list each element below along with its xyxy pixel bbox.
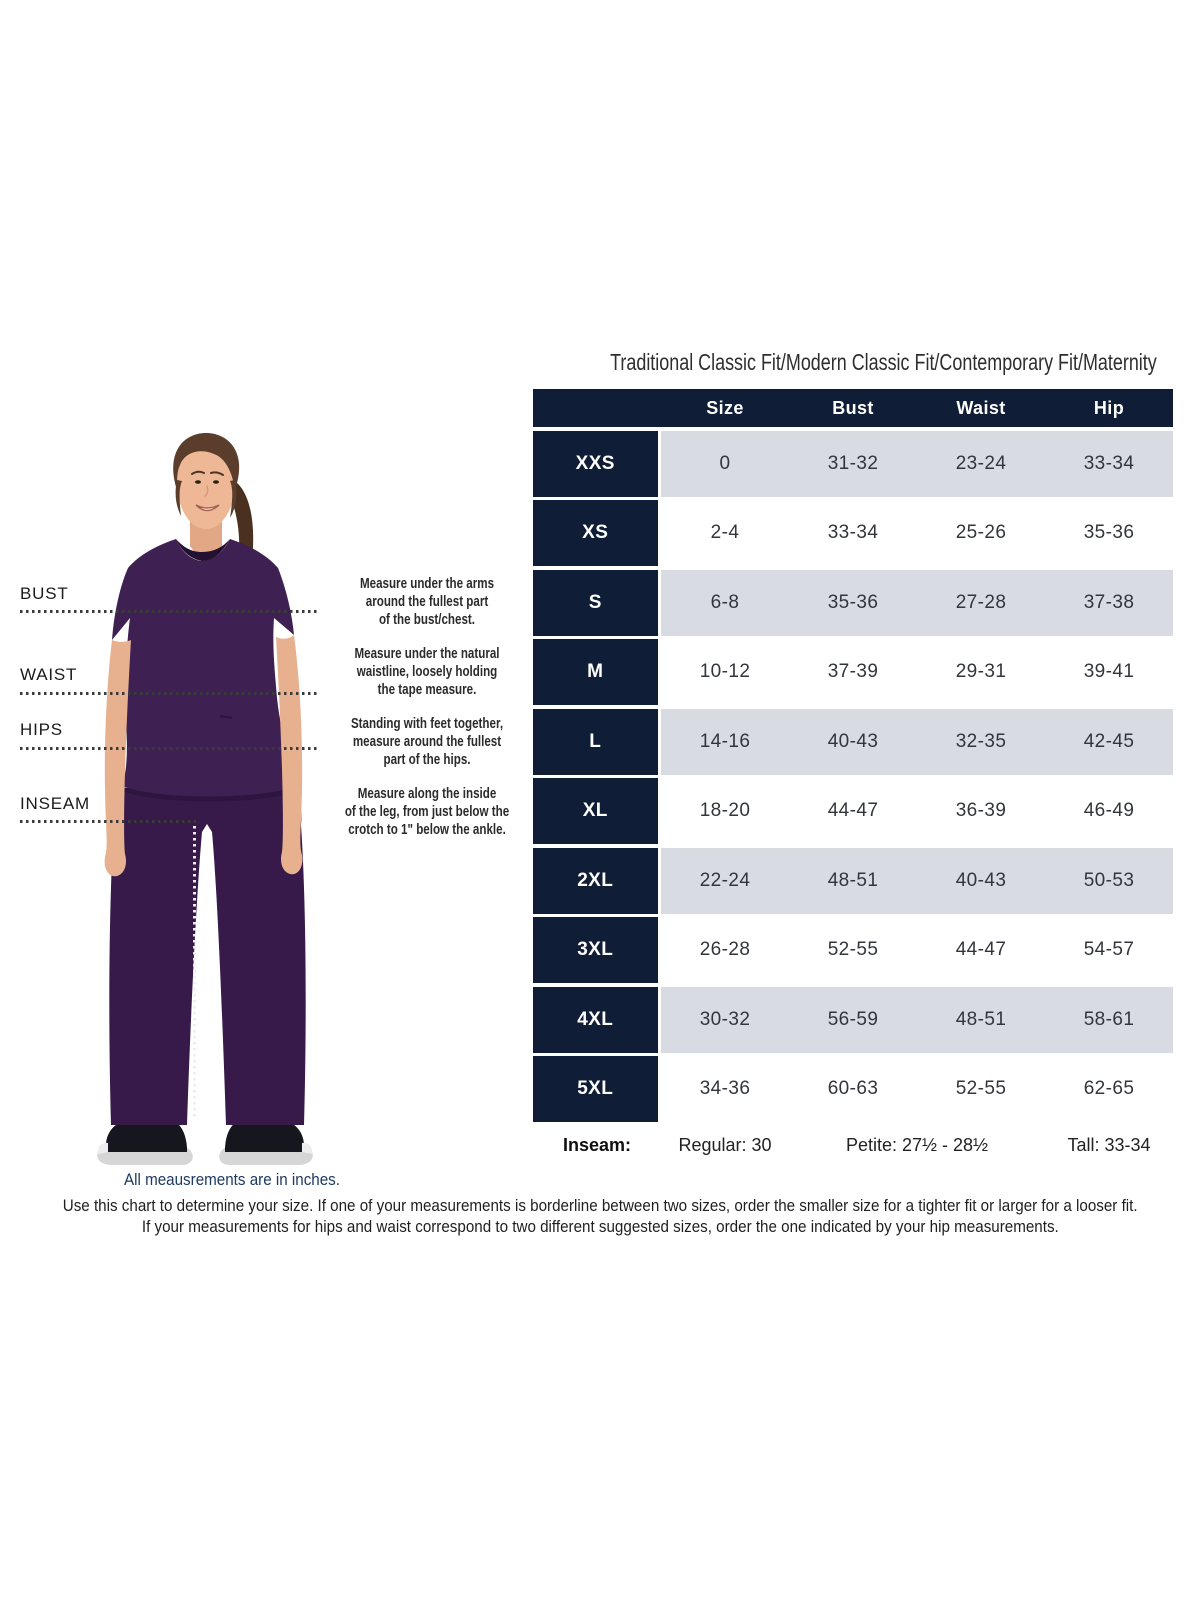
table-row-5xl: 5XL 34-36 60-63 52-55 62-65	[533, 1056, 1173, 1122]
size-range-cell: 22-24	[699, 869, 751, 891]
measure-line-bust	[20, 610, 320, 613]
size-range-cell: 10-12	[699, 661, 751, 682]
sneakers	[97, 1118, 313, 1165]
hip-cell: 46-49	[1083, 800, 1135, 821]
measure-line-inseam	[20, 820, 196, 823]
size-label-cell: M	[533, 639, 658, 705]
model-illustration	[97, 433, 313, 1165]
size-label-cell: 2XL	[533, 847, 658, 914]
size-label-cell: 3XL	[533, 917, 658, 983]
size-label-cell: XXS	[533, 430, 658, 497]
waist-cell: 23-24	[955, 452, 1007, 474]
measure-instruction-inseam: Measure along the inside of the leg, fro…	[344, 786, 510, 838]
measure-label-inseam: INSEAM	[20, 794, 90, 813]
size-label-cell: XL	[533, 778, 658, 844]
model-figure	[50, 428, 370, 1168]
waist-cell: 40-43	[955, 869, 1007, 891]
header-cell-hip: Hip	[1093, 397, 1125, 418]
size-label-cell: 5XL	[533, 1056, 658, 1122]
neckline-shadow	[176, 539, 230, 561]
inseam-tall: Tall: 33-34	[1067, 1135, 1151, 1155]
hip-cell: 62-65	[1083, 1078, 1135, 1099]
waist-cell: 29-31	[955, 661, 1007, 682]
size-table-header: Size Bust Waist Hip	[533, 389, 1173, 427]
note-line-1: Use this chart to determine your size. I…	[62, 1197, 1138, 1215]
size-label-cell: S	[533, 569, 658, 636]
inseam-row: Inseam: Regular: 30 Petite: 27½ - 28½ Ta…	[533, 1126, 1173, 1166]
measure-instruction-waist: Measure under the natural waistline, loo…	[354, 646, 500, 698]
size-label-cell: XS	[533, 500, 658, 566]
waist-cell: 32-35	[955, 730, 1007, 752]
hip-cell: 54-57	[1083, 939, 1135, 960]
hip-cell: 35-36	[1083, 522, 1135, 543]
bust-cell: 60-63	[827, 1078, 879, 1099]
bust-cell: 52-55	[827, 939, 879, 960]
waist-cell: 27-28	[955, 591, 1007, 613]
table-row-xxs: XXS 0 31-32 23-24 33-34	[533, 430, 1173, 497]
bust-cell: 56-59	[827, 1008, 879, 1030]
inseam-petite: Petite: 27½ - 28½	[845, 1135, 989, 1155]
waist-cell: 36-39	[955, 800, 1007, 821]
bust-cell: 31-32	[827, 452, 879, 474]
header-cell-bust: Bust	[832, 397, 874, 418]
head	[177, 437, 235, 529]
measurements-caption: All meausrements are in inches.	[124, 1171, 340, 1189]
size-chart-title: Traditional Classic Fit/Modern Classic F…	[610, 349, 1157, 375]
table-row-4xl: 4XL 30-32 56-59 48-51 58-61	[533, 986, 1173, 1053]
table-row-l: L 14-16 40-43 32-35 42-45	[533, 708, 1173, 775]
size-range-cell: 26-28	[699, 939, 751, 960]
size-range-cell: 18-20	[699, 800, 751, 821]
measure-label-waist: WAIST	[20, 665, 78, 684]
note-line-2: If your measurements for hips and waist …	[141, 1218, 1059, 1236]
hip-cell: 50-53	[1083, 869, 1135, 891]
inseam-vertical-line	[193, 826, 196, 1120]
size-range-cell: 14-16	[699, 730, 751, 752]
inseam-label: Inseam:	[562, 1135, 632, 1155]
bust-cell: 48-51	[827, 869, 879, 891]
table-row-2xl: 2XL 22-24 48-51 40-43 50-53	[533, 847, 1173, 914]
hip-cell: 58-61	[1083, 1008, 1135, 1030]
size-range-cell: 30-32	[699, 1008, 751, 1030]
bust-cell: 44-47	[827, 800, 879, 821]
measure-label-hips: HIPS	[20, 720, 63, 739]
size-table: Size Bust Waist Hip XXS 0 31-32 23-24 33…	[533, 389, 1173, 1166]
table-row-m: M 10-12 37-39 29-31 39-41	[533, 639, 1173, 705]
hip-cell: 37-38	[1083, 591, 1135, 613]
scrub-pants	[109, 788, 306, 1125]
waist-cell: 44-47	[955, 939, 1007, 960]
hair	[173, 433, 240, 518]
hip-cell: 39-41	[1083, 661, 1135, 682]
inseam-regular: Regular: 30	[678, 1135, 772, 1155]
measure-label-bust: BUST	[20, 584, 69, 603]
measure-instruction-hips: Standing with feet together, measure aro…	[350, 716, 504, 768]
table-row-s: S 6-8 35-36 27-28 37-38	[533, 569, 1173, 636]
table-row-xl: XL 18-20 44-47 36-39 46-49	[533, 778, 1173, 844]
waist-cell: 25-26	[955, 522, 1007, 543]
header-cell-waist: Waist	[956, 397, 1006, 418]
measure-line-hips	[20, 747, 320, 750]
size-label-cell: L	[533, 708, 658, 775]
hip-cell: 42-45	[1083, 730, 1135, 752]
waist-cell: 48-51	[955, 1008, 1007, 1030]
face-features	[191, 470, 224, 512]
bust-cell: 35-36	[827, 591, 879, 613]
table-row-3xl: 3XL 26-28 52-55 44-47 54-57	[533, 917, 1173, 983]
measure-line-waist	[20, 692, 320, 695]
table-row-xs: XS 2-4 33-34 25-26 35-36	[533, 500, 1173, 566]
bust-cell: 33-34	[827, 522, 879, 543]
bust-cell: 40-43	[827, 730, 879, 752]
size-range-cell: 2-4	[710, 522, 740, 543]
header-cell-size: Size	[706, 397, 744, 418]
scrub-top	[112, 539, 298, 797]
size-range-cell: 34-36	[699, 1078, 751, 1099]
neck	[190, 520, 222, 557]
measure-instruction-bust: Measure under the arms around the fulles…	[359, 576, 495, 628]
size-range-cell: 0	[719, 452, 731, 474]
waist-cell: 52-55	[955, 1078, 1007, 1099]
size-range-cell: 6-8	[710, 591, 740, 613]
size-label-cell: 4XL	[533, 986, 658, 1053]
bust-cell: 37-39	[827, 661, 879, 682]
hip-cell: 33-34	[1083, 452, 1135, 474]
